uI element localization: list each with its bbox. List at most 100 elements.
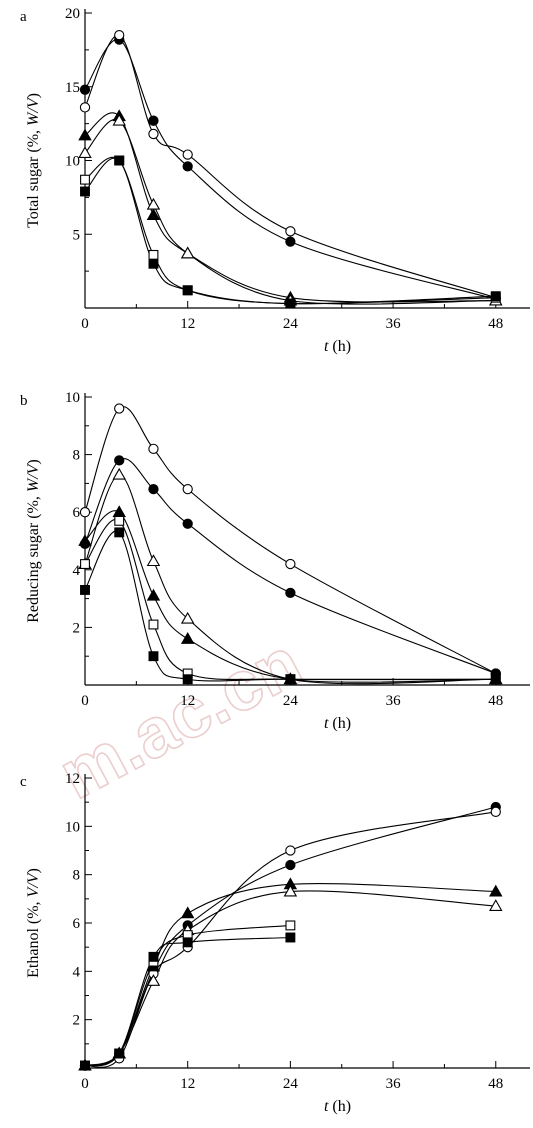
y-tick-label: 4 [73, 563, 81, 579]
point-triangle-open-marker [489, 899, 503, 911]
x-tick-label: 36 [386, 1076, 402, 1092]
point-square-filled-marker [182, 674, 193, 685]
point-triangle-open-marker [112, 467, 126, 480]
y-tick-label: 20 [65, 6, 80, 22]
y-tick-label: 2 [73, 1013, 81, 1029]
point-triangle-open-marker [112, 113, 126, 126]
series-line-triangle-filled [84, 112, 496, 303]
point-triangle-filled-marker [180, 906, 195, 919]
point-square-filled-marker [285, 674, 296, 685]
point-square-filled-marker [148, 651, 159, 662]
x-axis-title: t (h) [324, 338, 351, 355]
point-triangle-filled-marker [78, 128, 92, 141]
y-axis-title: Total sugar (%, W/V) [25, 93, 42, 228]
x-tick-label: 48 [488, 1076, 503, 1092]
point-triangle-open-marker [180, 246, 195, 259]
x-tick-label: 0 [81, 693, 89, 709]
point-square-filled-marker [182, 285, 193, 296]
point-triangle-open-marker [78, 146, 92, 159]
series-line-triangle-open [84, 118, 496, 305]
point-triangle-filled-marker [146, 588, 161, 601]
point-triangle-filled-marker [78, 534, 92, 546]
x-tick-label: 12 [180, 316, 195, 332]
x-tick-label: 48 [488, 693, 503, 709]
point-square-filled-marker [114, 527, 125, 538]
x-tick-label: 24 [283, 693, 299, 709]
x-tick-label: 12 [180, 693, 195, 709]
series-line-circle-filled [84, 38, 496, 300]
series-line-triangle-filled [84, 882, 496, 1067]
point-square-open-marker [114, 515, 125, 526]
series-line-square-filled [84, 936, 291, 1067]
point-circle-filled-marker [114, 455, 125, 466]
y-tick-label: 5 [73, 227, 81, 243]
point-square-filled-marker [182, 937, 193, 948]
x-tick-label: 12 [180, 1076, 195, 1092]
y-axis-title: Reducing sugar (%, W/V) [25, 459, 42, 623]
y-tick-label: 10 [65, 390, 80, 406]
point-triangle-open-marker [146, 974, 161, 986]
point-square-filled-marker [148, 258, 159, 269]
x-tick-label: 24 [283, 1076, 299, 1092]
y-tick-label: 4 [73, 964, 81, 980]
point-square-filled-marker [490, 674, 501, 685]
point-circle-open-marker [182, 149, 193, 160]
watermark-text: m.ac.cn [47, 623, 314, 814]
point-triangle-filled-marker [180, 632, 195, 644]
point-triangle-open-marker [146, 197, 161, 210]
point-triangle-open-marker [283, 884, 298, 897]
x-tick-label: 24 [283, 316, 299, 332]
point-circle-open-marker [114, 29, 125, 41]
x-tick-label: 36 [386, 693, 402, 709]
point-circle-open-marker [285, 845, 296, 856]
point-circle-open-marker [148, 443, 159, 454]
point-square-filled-marker [114, 155, 125, 166]
point-square-open-marker [148, 619, 159, 630]
y-tick-label: 10 [65, 154, 80, 170]
panel-letter: c [20, 774, 27, 790]
x-axis-title: t (h) [324, 715, 351, 732]
y-tick-label: 12 [65, 771, 80, 787]
y-tick-label: 8 [73, 448, 81, 464]
point-triangle-open-marker [180, 611, 195, 624]
y-tick-label: 10 [65, 819, 80, 835]
point-triangle-open-marker [146, 554, 161, 567]
point-triangle-filled-marker [146, 208, 161, 220]
x-tick-label: 36 [386, 316, 402, 332]
point-circle-open-marker [182, 484, 193, 495]
point-square-filled-marker [80, 1060, 90, 1071]
panel-letter: b [20, 393, 28, 409]
y-tick-label: 15 [65, 80, 80, 96]
point-circle-open-marker [285, 226, 296, 237]
point-circle-filled-marker [182, 161, 193, 172]
point-circle-filled-marker [79, 84, 91, 95]
point-circle-filled-marker [148, 115, 159, 126]
y-tick-label: 2 [73, 620, 81, 636]
point-circle-filled-marker [285, 859, 296, 871]
x-tick-label: 0 [81, 1076, 89, 1092]
point-circle-filled-marker [285, 236, 296, 247]
point-square-filled-marker [114, 1048, 125, 1059]
y-tick-label: 8 [73, 868, 81, 884]
panel-a: 0 12 24 36 48 5 10 15 20 a t (h) Total sugar (%, W/… [20, 6, 530, 355]
point-circle-open-marker [148, 128, 159, 140]
point-square-filled-marker [490, 291, 501, 302]
point-square-filled-marker [80, 585, 90, 595]
point-square-filled-marker [285, 298, 296, 309]
point-circle-open-marker [285, 558, 296, 570]
point-triangle-filled-marker [112, 505, 126, 518]
point-circle-open-marker [79, 507, 91, 518]
point-circle-filled-marker [182, 518, 193, 529]
panel-letter: a [20, 9, 27, 25]
point-square-filled-marker [285, 932, 296, 943]
point-square-open-marker [148, 249, 159, 260]
x-tick-label: 48 [488, 316, 503, 332]
point-circle-filled-marker [148, 484, 159, 495]
x-tick-label: 0 [81, 316, 89, 332]
point-square-open-marker [285, 920, 296, 931]
point-triangle-filled-marker [489, 884, 503, 897]
point-circle-filled-marker [285, 587, 296, 598]
